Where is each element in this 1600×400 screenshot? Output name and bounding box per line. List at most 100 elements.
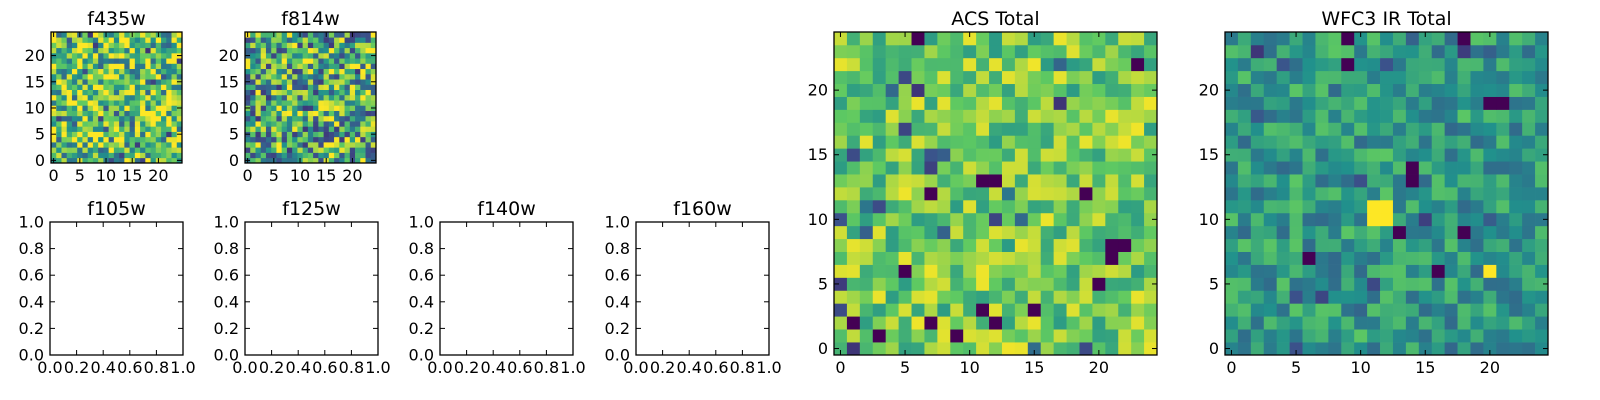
heatmap-cell — [1053, 32, 1067, 46]
heatmap-cell — [1367, 174, 1381, 188]
heatmap-cell — [846, 32, 861, 46]
heatmap-cell — [1509, 109, 1523, 123]
heatmap-cell — [145, 73, 151, 80]
heatmap-cell — [344, 94, 351, 101]
heatmap-cell — [1328, 316, 1342, 330]
heatmap-cell — [1040, 44, 1054, 59]
heatmap-cell — [1263, 44, 1278, 59]
heatmap-cell — [1131, 199, 1145, 214]
heatmap-cell — [1535, 277, 1549, 291]
heatmap-cell — [1263, 174, 1278, 188]
heatmap-cell — [166, 136, 172, 143]
heatmap-cell — [171, 110, 178, 117]
heatmap-cell — [911, 316, 925, 330]
heatmap-cell — [1027, 148, 1042, 162]
heatmap-cell — [1328, 303, 1342, 317]
heatmap-cell — [1457, 212, 1471, 227]
heatmap-cell — [250, 100, 256, 106]
heatmap-cell — [1014, 238, 1029, 252]
heatmap-cell — [134, 152, 141, 159]
heatmap-cell — [61, 110, 68, 117]
heatmap-cell — [1118, 199, 1132, 214]
heatmap-cell — [1118, 44, 1132, 59]
heatmap-cell — [323, 47, 330, 54]
heatmap-cell — [161, 79, 167, 85]
heatmap-cell — [976, 303, 990, 317]
heatmap-cell — [911, 161, 925, 175]
heatmap-cell — [937, 264, 951, 278]
heatmap-cell — [898, 161, 912, 175]
heatmap-cell — [281, 84, 288, 90]
heatmap-cell — [271, 126, 277, 132]
heatmap-cell — [349, 58, 356, 64]
heatmap-cell — [87, 42, 94, 49]
heatmap-cell — [1457, 161, 1471, 175]
heatmap-cell — [276, 152, 283, 159]
heatmap-cell — [1315, 57, 1329, 72]
heatmap-cell — [108, 84, 115, 90]
heatmap-cell — [1105, 225, 1119, 240]
heatmap-cell — [1431, 161, 1445, 175]
heatmap-cell — [271, 115, 277, 122]
heatmap-cell — [1131, 212, 1145, 227]
heatmap-cell — [98, 37, 104, 43]
heatmap-cell — [1289, 187, 1303, 201]
heatmap-cell — [370, 73, 377, 80]
heatmap-cell — [872, 199, 887, 214]
heatmap-cell — [1289, 32, 1303, 46]
heatmap-cell — [250, 47, 256, 54]
y-tick-label: 0.4 — [605, 292, 630, 311]
heatmap-cell — [989, 57, 1003, 72]
heatmap-cell — [271, 136, 277, 143]
heatmap-cell — [885, 329, 899, 343]
heatmap-cell — [924, 329, 938, 343]
x-tick-label: 0.0 — [37, 358, 62, 377]
heatmap-cell — [1276, 251, 1290, 265]
heatmap-cell — [1418, 122, 1433, 136]
heatmap-cell — [1144, 148, 1158, 162]
heatmap-cell — [297, 73, 303, 80]
heatmap-cell — [1040, 199, 1054, 214]
heatmap-cell — [937, 199, 951, 214]
heatmap-cell — [1354, 122, 1368, 136]
heatmap-cell — [1535, 329, 1549, 343]
heatmap-cell — [1105, 44, 1119, 59]
heatmap-cell — [286, 42, 293, 49]
heatmap-cell — [328, 121, 335, 127]
heatmap-cell — [1431, 122, 1445, 136]
heatmap-cell — [61, 52, 68, 59]
heatmap-cell — [1053, 342, 1067, 356]
heatmap-cell — [1328, 238, 1342, 252]
heatmap-cell — [339, 131, 345, 138]
heatmap-cell — [360, 68, 366, 75]
heatmap-cell — [355, 100, 361, 106]
y-tick-label: 0.2 — [214, 319, 239, 338]
heatmap-cell — [1001, 264, 1016, 278]
heatmap-cell — [1079, 264, 1093, 278]
heatmap-cell — [1092, 199, 1106, 214]
heatmap-cell — [1457, 251, 1471, 265]
heatmap-cell — [56, 121, 62, 127]
heatmap-cell — [108, 89, 115, 96]
heatmap-cell — [355, 105, 361, 111]
heatmap-cell — [1509, 96, 1523, 110]
axes-frame — [49, 221, 184, 356]
heatmap-cell — [344, 115, 351, 122]
heatmap-cell — [1431, 187, 1445, 201]
heatmap-cell — [1237, 187, 1252, 201]
heatmap-cell — [313, 131, 319, 138]
heatmap-cell — [963, 83, 977, 97]
heatmap-cell — [61, 142, 68, 148]
heatmap-cell — [355, 32, 361, 38]
heatmap-cell — [51, 89, 57, 96]
heatmap-cell — [286, 152, 293, 159]
heatmap-cell — [297, 142, 303, 148]
heatmap-cell — [1392, 83, 1407, 97]
heatmap-cell — [1066, 135, 1080, 149]
heatmap-cell — [150, 115, 157, 122]
heatmap-cell — [989, 277, 1003, 291]
heatmap-cell — [924, 148, 938, 162]
heatmap-cell — [166, 58, 172, 64]
heatmap-cell — [885, 277, 899, 291]
heatmap-cell — [119, 157, 125, 164]
